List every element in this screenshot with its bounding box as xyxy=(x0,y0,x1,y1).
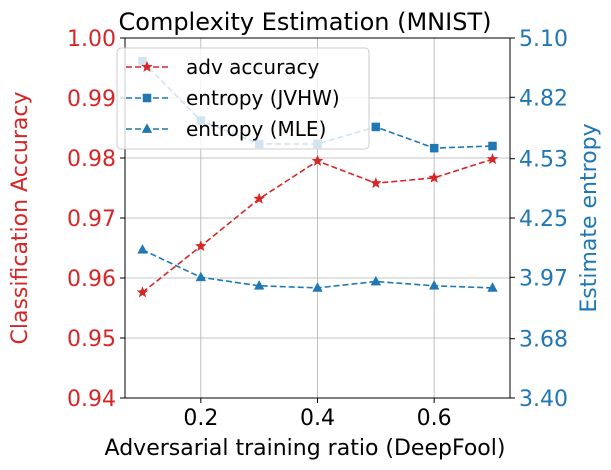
legend-box xyxy=(116,47,370,150)
legend-label: adv accuracy xyxy=(186,55,320,79)
data-point xyxy=(369,176,382,189)
y-left-tick-label: 0.99 xyxy=(67,87,116,112)
data-point xyxy=(486,152,499,165)
x-axis-label: Adversarial training ratio (DeepFool) xyxy=(105,436,506,461)
legend-label: entropy (MLE) xyxy=(186,117,326,141)
legend-marker xyxy=(141,60,153,73)
data-point xyxy=(194,239,207,252)
y-left-tick-label: 0.96 xyxy=(67,267,116,292)
y-left-tick-label: 0.98 xyxy=(67,147,116,172)
y-axis-left-label: Classification Accuracy xyxy=(8,92,33,345)
data-point xyxy=(488,141,497,151)
y-left-tick-label: 0.95 xyxy=(67,327,116,352)
y-right-tick-label: 3.40 xyxy=(519,387,568,412)
legend-marker xyxy=(142,93,152,103)
y-right-tick-label: 5.10 xyxy=(519,27,568,52)
x-tick-label: 0.2 xyxy=(183,406,218,431)
y-right-tick-label: 4.25 xyxy=(519,207,568,232)
x-tick-label: 0.6 xyxy=(417,406,452,431)
data-point xyxy=(428,280,440,290)
y-axis-right-label: Estimate entropy xyxy=(577,123,602,312)
data-point xyxy=(136,286,149,298)
data-point xyxy=(371,122,381,132)
legend-label: entropy (JVHW) xyxy=(186,86,340,110)
data-point xyxy=(487,282,498,292)
y-right-tick-label: 4.53 xyxy=(519,148,568,173)
legend: adv accuracy entropy (JVHW) entropy (MLE) xyxy=(116,47,370,150)
data-point xyxy=(253,280,265,290)
y-left-tick-label: 0.94 xyxy=(67,387,116,412)
data-point xyxy=(312,282,323,292)
y-right-tick-label: 3.68 xyxy=(519,328,568,353)
data-point xyxy=(311,154,324,167)
y-left-tick-label: 0.97 xyxy=(67,207,116,232)
data-point xyxy=(428,171,441,183)
y-left-tick-label: 1.00 xyxy=(67,27,116,52)
y-right-tick-label: 4.82 xyxy=(519,86,568,111)
axes: 0.2 0.4 0.6 0.94 0.95 0.96 0.97 0.98 0.99 1.00 3.4… xyxy=(67,27,568,431)
data-point xyxy=(370,275,382,286)
x-tick-label: 0.4 xyxy=(300,406,335,431)
data-point xyxy=(137,244,148,254)
data-point xyxy=(429,143,439,153)
y-right-tick-label: 3.97 xyxy=(519,266,568,291)
data-point xyxy=(195,271,207,282)
chart-title: Complexity Estimation (MNIST) xyxy=(119,8,492,36)
data-point xyxy=(253,192,266,204)
legend-marker xyxy=(141,123,153,133)
